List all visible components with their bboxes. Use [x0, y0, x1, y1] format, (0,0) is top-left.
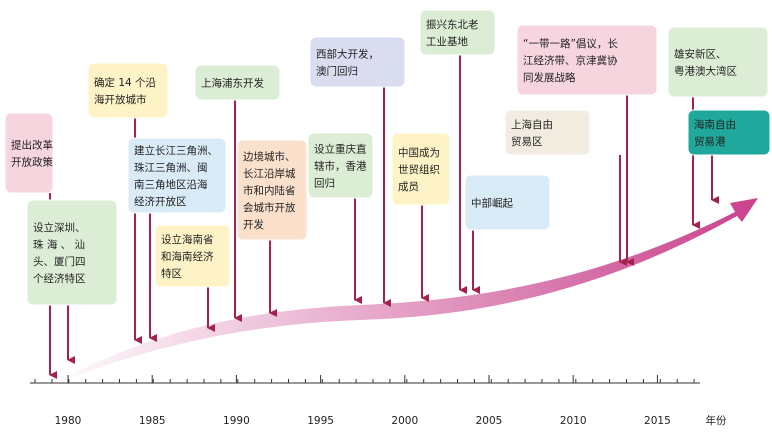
event-text: 提出改革 [11, 139, 53, 152]
event-text: 市和内陆省 [243, 184, 296, 197]
event-text: 海开放城市 [94, 93, 147, 106]
event-text: 个经济特区 [33, 272, 86, 285]
event-box [154, 224, 231, 288]
event-text: 建立长江三角洲、 [134, 144, 218, 157]
event-text: 经济开放区 [134, 195, 187, 208]
event-box [194, 64, 281, 101]
event-text: 头、厦门四 [33, 255, 86, 268]
event-text: 回归 [314, 177, 335, 190]
axis-unit: 年份 [706, 414, 727, 427]
event-box [87, 62, 169, 119]
event-box [391, 132, 451, 206]
event-box [127, 137, 227, 214]
event-text: 确定 14 个沿 [94, 76, 156, 89]
event-text: 设立重庆直 [314, 143, 367, 156]
tick-label: 1990 [223, 415, 250, 427]
event-text: 珠 海 、 汕 [33, 238, 85, 251]
event-text: 江经济带、京津冀协 [523, 54, 618, 67]
trend-arrow [45, 198, 758, 388]
event-box [236, 139, 308, 241]
event-text: 粤港澳大湾区 [674, 65, 737, 78]
event-text: 中国成为 [398, 146, 440, 159]
tick-label: 2010 [560, 415, 587, 427]
event-text: 和海南经济 [161, 250, 214, 263]
event-box [687, 109, 771, 156]
event-box [464, 174, 551, 231]
event-text: 澳门回归 [316, 65, 358, 78]
event-box [307, 132, 374, 199]
event-text: 海南自由 [694, 118, 736, 131]
event-box [309, 36, 406, 88]
event-box [667, 26, 769, 98]
tick-label: 2005 [476, 415, 503, 427]
event-box [504, 109, 591, 156]
event-text: 上海自由 [511, 118, 553, 131]
event-box [4, 112, 54, 194]
event-text: 中部崛起 [471, 197, 513, 210]
event-text: 贸易区 [511, 136, 543, 148]
event-text: 上海浦东开发 [201, 77, 264, 90]
event-text: 珠江三角洲、闽 [134, 161, 208, 174]
event-text: 会城市开放 [243, 201, 296, 214]
event-box [26, 199, 118, 306]
event-text: 世贸组织 [398, 163, 440, 176]
event-text: 工业基地 [426, 35, 468, 48]
event-text: 同发展战略 [523, 71, 576, 84]
event-box [516, 24, 658, 96]
event-text: 边境城市、 [243, 150, 296, 163]
event-text: 设立深圳、 [33, 221, 86, 234]
event-box [419, 9, 496, 56]
event-text: 成员 [398, 181, 419, 193]
event-text: 特区 [161, 268, 182, 280]
event-text: 振兴东北老 [426, 18, 479, 31]
tick-label: 2015 [644, 415, 671, 427]
event-text: “一带一路”倡议，长 [523, 37, 618, 50]
event-text: 西部大开发， [316, 48, 379, 61]
tick-label: 1980 [55, 415, 82, 427]
event-text: 开发 [243, 218, 264, 231]
event-text: 长江沿岸城 [243, 168, 296, 180]
tick-label: 1995 [307, 415, 334, 427]
tick-label: 2000 [391, 415, 418, 427]
event-text: 贸易港 [694, 136, 726, 148]
event-text: 南三角地区沿海 [134, 178, 208, 191]
event-text: 设立海南省 [161, 233, 214, 246]
tick-label: 1985 [139, 415, 166, 427]
event-text: 雄安新区、 [674, 48, 727, 61]
event-text: 开放政策 [11, 156, 53, 169]
event-text: 辖市，香港 [314, 160, 367, 173]
